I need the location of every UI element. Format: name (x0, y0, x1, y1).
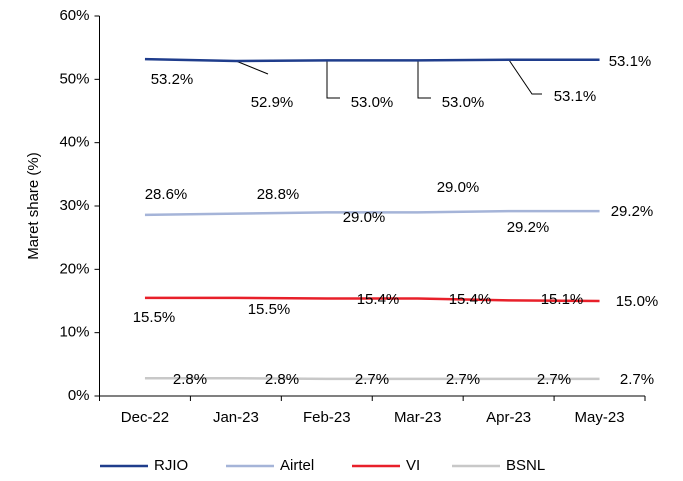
x-tick-label: Mar-23 (394, 409, 442, 426)
leader-line (326, 61, 340, 99)
y-tick-label: 50% (59, 70, 89, 87)
x-tick-label: Apr-23 (486, 409, 531, 426)
data-label: 15.4% (449, 291, 492, 308)
data-label: 2.8% (173, 371, 207, 388)
data-label: 2.7% (537, 371, 571, 388)
series-line (144, 57, 600, 63)
data-label: 29.0% (343, 209, 386, 226)
x-tick-label: Dec-22 (121, 409, 169, 426)
y-tick-label: 40% (59, 134, 89, 151)
data-label: 15.1% (541, 291, 584, 308)
series-line (144, 377, 600, 381)
y-tick-label: 0% (68, 387, 90, 404)
x-tick-label: May-23 (575, 409, 625, 426)
leader-line (508, 59, 542, 95)
data-label: 53.0% (351, 94, 394, 111)
data-label: 52.9% (251, 94, 294, 111)
legend-label: RJIO (154, 457, 188, 474)
data-label: 53.1% (609, 53, 652, 70)
data-label: 15.5% (248, 301, 291, 318)
y-tick-label: 10% (59, 324, 89, 341)
x-tick-label: Jan-23 (213, 409, 259, 426)
data-label: 2.8% (265, 371, 299, 388)
data-label: 28.8% (257, 186, 300, 203)
legend-label: VI (406, 457, 420, 474)
leader-line (417, 61, 431, 99)
data-label: 29.0% (437, 179, 480, 196)
data-label: 2.7% (620, 371, 654, 388)
data-label: 15.4% (357, 291, 400, 308)
data-label: 2.7% (355, 371, 389, 388)
legend-label: Airtel (280, 457, 314, 474)
series-line (144, 296, 600, 303)
data-label: 53.1% (554, 88, 597, 105)
data-label: 29.2% (611, 203, 654, 220)
data-label: 2.7% (446, 371, 480, 388)
series-line (144, 209, 600, 217)
data-label: 53.2% (151, 71, 194, 88)
legend-label: BSNL (506, 457, 545, 474)
x-tick-label: Feb-23 (303, 409, 351, 426)
data-label: 15.5% (133, 309, 176, 326)
data-label: 28.6% (145, 186, 188, 203)
y-axis-label: Maret share (%) (25, 152, 42, 260)
data-label: 29.2% (507, 219, 550, 236)
y-tick-label: 30% (59, 197, 89, 214)
leaders (235, 59, 542, 99)
y-tick-label: 60% (59, 7, 89, 24)
leader-line (235, 60, 269, 75)
y-tick-label: 20% (59, 260, 89, 277)
data-label: 53.0% (442, 94, 485, 111)
data-label: 15.0% (616, 293, 659, 310)
